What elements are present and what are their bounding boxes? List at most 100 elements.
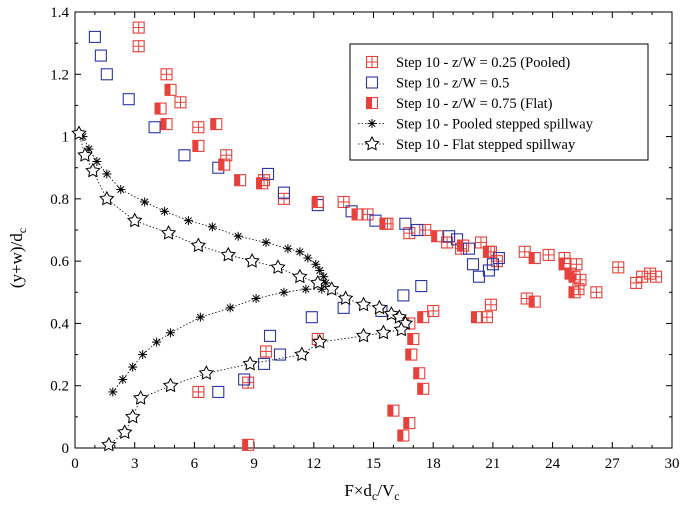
data-point-0 [174,96,187,109]
legend-marker [365,55,379,69]
data-point-3 [152,337,162,347]
data-point-0 [259,345,273,358]
data-point-4 [160,225,177,240]
data-point-4 [71,125,87,140]
data-point-4 [244,253,260,268]
data-point-2 [564,267,577,280]
data-point-0 [636,270,649,283]
x-tick-label: 6 [191,456,199,472]
legend-label: Step 10 - Flat stepped spillway [396,137,576,153]
data-point-1 [100,68,113,81]
data-point-4 [85,162,101,178]
data-point-0 [612,261,625,274]
data-point-3 [138,350,148,360]
data-point-4 [190,237,207,253]
legend-marker [364,135,380,151]
x-tick-label: 3 [131,456,139,472]
data-point-1 [122,93,135,106]
y-tick-label: 0.8 [50,192,69,208]
data-point-4 [312,334,328,349]
data-point-1 [273,348,287,361]
data-point-0 [650,270,663,283]
data-point-0 [572,283,585,296]
x-tick-label: 18 [426,456,441,472]
data-point-3 [116,185,126,195]
data-point-3 [183,216,193,226]
data-point-1 [369,214,382,227]
x-axis-label: F×dc/Vc [344,481,399,503]
data-point-1 [263,329,277,342]
data-point-1 [399,217,412,230]
data-point-4 [162,377,179,393]
axes: 0 3 6 9 12 15 18 21 24 27 30 0 0.2 0.4 0.6 0.8 1 1.2 1.4 [50,5,679,472]
series-lines [78,133,406,446]
data-point-3 [225,303,235,313]
data-point-2 [311,195,324,209]
data-point-1 [466,258,480,271]
y-tick-label: 1.4 [50,5,69,21]
data-point-0 [474,236,488,249]
data-point-2 [482,245,495,258]
data-point-3 [102,169,112,179]
data-point-2 [528,295,541,308]
legend: Step 10 - z/W = 0.25 (Pooled) Step 10 - z… [349,43,649,161]
data-point-3 [315,265,325,275]
data-point-2 [403,417,416,430]
data-point-4 [77,147,93,162]
data-point-2 [456,239,470,252]
data-point-1 [337,301,350,314]
data-point-1 [148,121,161,134]
data-point-0 [427,304,440,318]
data-point-4 [198,365,215,380]
data-point-2 [387,404,400,417]
data-point-1 [397,289,410,302]
data-point-4 [132,390,149,405]
data-point-4 [292,268,308,284]
data-point-2 [210,118,223,131]
data-point-3 [195,312,205,322]
data-point-1 [88,30,101,43]
data-point-4 [355,296,372,312]
data-point-4 [101,436,117,452]
data-point-2 [218,158,231,171]
legend-marker [365,76,379,89]
data-point-0 [590,286,603,299]
data-point-2 [568,270,581,283]
data-point-3 [261,237,271,247]
data-point-2 [154,102,167,115]
data-point-2 [407,332,420,346]
data-point-2 [351,208,364,221]
data-point-0 [132,21,145,34]
data-point-2 [160,118,173,131]
data-point-4 [324,281,340,296]
data-point-0 [337,195,350,209]
data-point-4 [242,355,258,371]
data-point-2 [431,230,444,243]
data-point-1 [212,385,225,398]
data-point-1 [257,357,271,370]
data-point-3 [311,259,321,269]
data-point-1 [482,264,495,277]
data-point-2 [568,286,581,299]
legend-label: Step 10 - z/W = 0.25 (Pooled) [396,55,570,71]
legend-marker [367,119,377,128]
y-tick-label: 0 [62,441,70,457]
data-points [71,21,663,452]
data-point-3 [140,197,150,207]
data-point-4 [375,324,392,340]
legend-marker [365,96,379,110]
data-point-2 [192,139,205,152]
data-point-4 [270,259,286,274]
data-point-2 [242,438,255,451]
data-point-1 [178,149,191,162]
data-point-4 [125,408,141,424]
data-point-1 [443,230,456,243]
data-point-3 [166,328,176,338]
data-point-4 [371,299,388,315]
data-point-2 [234,174,247,187]
x-tick-label: 15 [366,456,381,472]
x-tick-label: 24 [545,456,561,472]
data-point-0 [132,40,145,53]
data-point-0 [441,236,454,249]
data-point-3 [118,374,128,384]
